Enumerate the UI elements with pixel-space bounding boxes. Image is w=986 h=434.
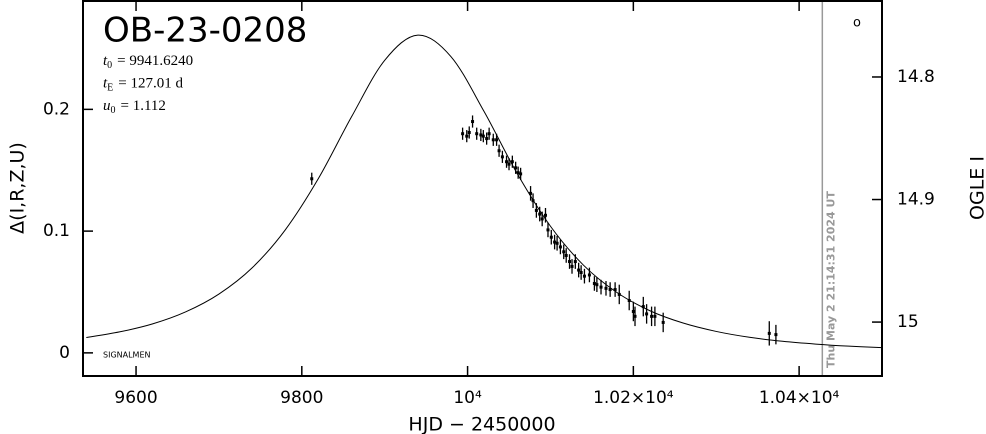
- data-point: [573, 260, 577, 264]
- data-point: [645, 312, 649, 316]
- data-point: [485, 137, 489, 141]
- model-curve: [86, 34, 882, 349]
- chart-title: OB-23-0208: [103, 11, 307, 51]
- data-point: [534, 208, 538, 212]
- x-tick-label: 1.02×10⁴: [593, 388, 674, 408]
- data-point: [582, 274, 586, 278]
- parameter-symbol: t: [103, 76, 108, 92]
- data-point: [627, 299, 631, 303]
- marker-label: o: [853, 16, 861, 31]
- data-point: [641, 305, 645, 309]
- x-tick-label: 9800: [280, 388, 323, 408]
- data-point: [510, 160, 514, 164]
- current-date-label: Thu May 2 21:14:31 2024 UT: [824, 191, 837, 368]
- data-point: [650, 314, 654, 318]
- data-point: [467, 130, 471, 134]
- x-tick-label: 1.04×10⁴: [759, 388, 840, 408]
- data-point: [310, 177, 314, 181]
- data-point: [570, 264, 574, 268]
- data-point: [514, 166, 518, 170]
- fit-parameter: tE = 127.01 d: [103, 76, 183, 94]
- parameter-value: = 127.01 d: [118, 76, 183, 92]
- data-point: [661, 320, 665, 324]
- data-point: [529, 191, 533, 195]
- data-point: [564, 253, 568, 257]
- parameter-symbol: u: [103, 98, 111, 114]
- data-point: [562, 250, 566, 254]
- data-point: [568, 260, 572, 264]
- data-point: [767, 331, 771, 335]
- data-point: [475, 132, 479, 136]
- parameter-value: = 1.112: [121, 98, 166, 114]
- parameter-subscript: E: [107, 83, 113, 94]
- data-point: [549, 235, 553, 239]
- data-point: [553, 240, 557, 244]
- parameter-value: = 9941.6240: [117, 53, 193, 69]
- data-point: [516, 171, 520, 175]
- data-point: [540, 217, 544, 221]
- data-point: [546, 228, 550, 232]
- data-point: [479, 133, 483, 137]
- data-point: [507, 162, 511, 166]
- data-point: [558, 245, 562, 249]
- y2-tick-label: 14.8: [897, 67, 935, 87]
- data-point: [543, 213, 547, 217]
- data-point: [608, 288, 612, 292]
- data-point: [538, 212, 542, 216]
- plot-frame: [82, 0, 883, 377]
- y-tick-label: 0.2: [43, 99, 70, 119]
- y2-tick-label: 15: [897, 312, 919, 332]
- data-point: [579, 271, 583, 275]
- data-point: [487, 132, 491, 136]
- data-point: [633, 314, 637, 318]
- y2-axis-label: OGLE I: [967, 156, 986, 220]
- y-tick-label: 0.1: [43, 221, 70, 241]
- data-point: [592, 281, 596, 285]
- fit-parameter: u0 = 1.112: [103, 98, 166, 116]
- data-point: [500, 155, 504, 159]
- data-point: [599, 285, 603, 289]
- data-point: [461, 132, 465, 136]
- data-point: [587, 273, 591, 277]
- data-point: [604, 286, 608, 290]
- parameter-symbol: t: [103, 53, 108, 69]
- x-tick-label: 10⁴: [453, 388, 482, 408]
- data-point: [471, 120, 475, 124]
- data-point: [617, 292, 621, 296]
- data-point: [491, 138, 495, 142]
- data-point: [497, 149, 501, 153]
- data-point: [555, 241, 559, 245]
- data-point: [495, 138, 499, 142]
- x-tick-label: 9600: [114, 388, 157, 408]
- data-point: [531, 199, 535, 203]
- data-point: [653, 314, 657, 318]
- data-point: [577, 268, 581, 272]
- parameter-subscript: 0: [107, 60, 112, 71]
- data-point: [519, 172, 523, 176]
- data-point: [505, 160, 509, 164]
- y-tick-label: 0: [59, 343, 70, 363]
- data-point: [595, 283, 599, 287]
- fit-parameter: t0 = 9941.6240: [103, 53, 193, 71]
- data-point: [774, 333, 778, 337]
- y2-tick-label: 14.9: [897, 190, 935, 210]
- parameter-subscript: 0: [111, 105, 116, 116]
- data-point: [613, 288, 617, 292]
- x-axis-label: HJD − 2450000: [408, 414, 555, 434]
- data-point: [481, 134, 485, 138]
- data-point: [631, 309, 635, 313]
- data-point: [465, 134, 469, 138]
- y-axis-label: Δ(I,R,Z,U): [7, 142, 29, 234]
- credit: SIGNALMEN: [103, 351, 151, 360]
